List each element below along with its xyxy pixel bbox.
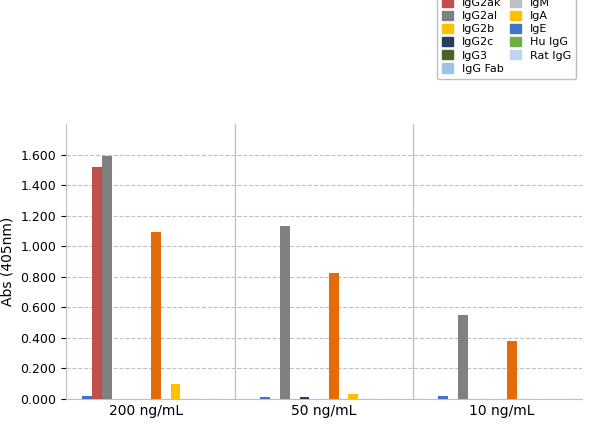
Bar xyxy=(507,342,517,399)
Bar xyxy=(458,315,467,399)
Bar xyxy=(280,225,290,399)
Bar xyxy=(349,394,358,399)
Y-axis label: Abs (405nm): Abs (405nm) xyxy=(1,217,15,306)
Bar xyxy=(82,396,92,399)
Bar xyxy=(260,397,270,399)
Bar xyxy=(329,273,338,399)
Bar xyxy=(92,167,102,399)
Bar xyxy=(170,384,181,399)
Bar xyxy=(151,232,161,399)
Legend: IgG1, IgG2ak, IgG2al, IgG2b, IgG2c, IgG3, IgG Fab, IgG Fc, IgM, IgA, IgE, Hu IgG: IgG1, IgG2ak, IgG2al, IgG2b, IgG2c, IgG3… xyxy=(437,0,577,79)
Bar xyxy=(102,156,112,399)
Bar xyxy=(299,397,310,399)
Bar xyxy=(439,396,448,399)
